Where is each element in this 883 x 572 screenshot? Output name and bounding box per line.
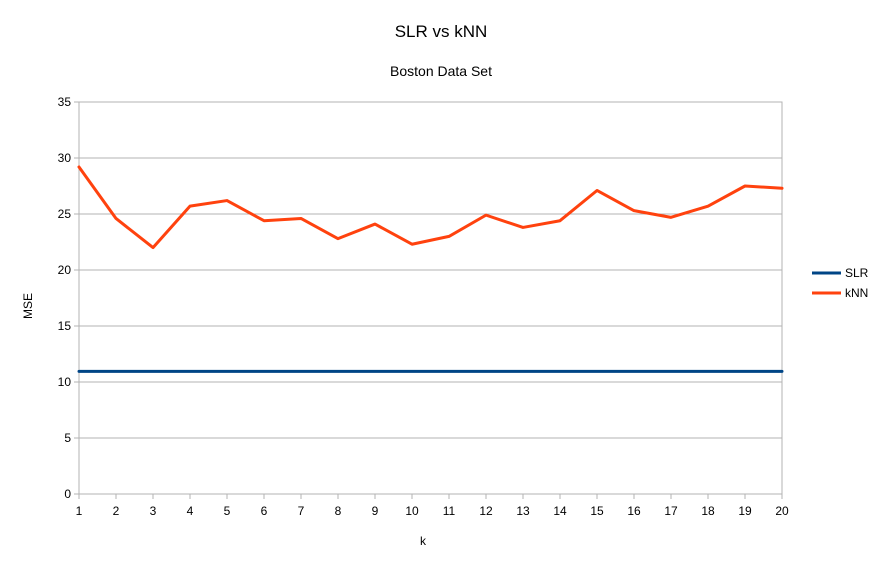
y-axis-ticks: 0 5 10 15 20 25 30 35 (58, 95, 79, 501)
x-tick-label: 2 (113, 504, 120, 518)
y-tick-label: 20 (58, 263, 72, 277)
x-tick-label: 15 (590, 504, 604, 518)
x-tick-label: 13 (516, 504, 530, 518)
legend: SLR kNN (812, 266, 869, 300)
y-tick-label: 15 (58, 319, 72, 333)
chart-subtitle: Boston Data Set (390, 63, 492, 79)
x-tick-label: 19 (738, 504, 752, 518)
x-tick-label: 17 (664, 504, 678, 518)
y-tick-label: 5 (64, 431, 71, 445)
y-axis-label: MSE (21, 293, 35, 319)
x-tick-label: 10 (405, 504, 419, 518)
x-axis-label: k (420, 534, 427, 548)
x-tick-label: 16 (627, 504, 641, 518)
x-tick-label: 3 (150, 504, 157, 518)
x-tick-label: 12 (479, 504, 493, 518)
x-tick-label: 7 (298, 504, 305, 518)
x-tick-label: 18 (701, 504, 715, 518)
y-tick-label: 0 (64, 487, 71, 501)
plot-area-frame (79, 102, 782, 494)
legend-label-slr: SLR (845, 266, 869, 280)
x-tick-label: 1 (76, 504, 83, 518)
x-tick-label: 20 (775, 504, 789, 518)
legend-label-knn: kNN (845, 286, 868, 300)
series-line-knn (79, 167, 782, 248)
x-tick-label: 6 (261, 504, 268, 518)
x-tick-label: 14 (553, 504, 567, 518)
x-tick-label: 11 (443, 504, 456, 518)
x-tick-label: 4 (187, 504, 194, 518)
data-series (79, 167, 782, 372)
y-tick-label: 35 (58, 95, 72, 109)
x-tick-label: 5 (224, 504, 231, 518)
y-tick-label: 10 (58, 375, 72, 389)
y-tick-label: 30 (58, 151, 72, 165)
chart-title: SLR vs kNN (395, 22, 488, 41)
y-tick-label: 25 (58, 207, 72, 221)
x-tick-label: 8 (335, 504, 342, 518)
x-tick-label: 9 (372, 504, 379, 518)
axes (79, 102, 782, 494)
gridlines (79, 102, 782, 438)
